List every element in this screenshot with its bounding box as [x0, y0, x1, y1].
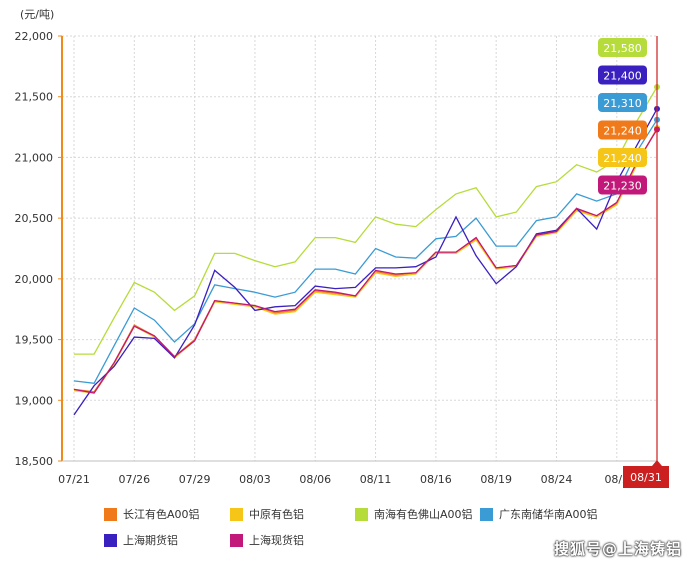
- x-tick-label: 08/11: [360, 473, 392, 486]
- legend-swatch: [104, 533, 117, 547]
- x-tick-label: 08/2: [604, 473, 629, 486]
- legend-label: 上海期货铝: [123, 534, 178, 547]
- legend-item-nanhai[interactable]: 南海有色佛山A00铝: [355, 506, 473, 522]
- y-tick-label: 18,500: [15, 455, 54, 468]
- x-tick-label: 08/19: [480, 473, 512, 486]
- y-tick-label: 20,500: [15, 212, 54, 225]
- x-tick-label: 07/26: [118, 473, 150, 486]
- legend-swatch: [355, 507, 368, 521]
- series-line: [73, 119, 658, 384]
- y-tick-label: 21,500: [15, 91, 54, 104]
- x-tick-label: 08/03: [239, 473, 271, 486]
- end-value-tag-label: 21,580: [603, 42, 642, 55]
- x-tick-label: 08/06: [299, 473, 331, 486]
- legend-swatch: [230, 533, 243, 547]
- end-value-tag: [598, 120, 647, 140]
- y-axis-unit-label: (元/吨): [20, 8, 54, 21]
- end-value-tag-label: 21,240: [603, 152, 642, 165]
- watermark: 搜狐号@上海铸铝: [553, 540, 682, 558]
- x-tick-label: 07/29: [179, 473, 211, 486]
- crosshair-date-label: 08/31: [630, 471, 662, 484]
- end-value-tags: 21,580 21,400 21,310 21,240 21,240 21,230 08/3…: [598, 36, 669, 488]
- end-value-tag: [598, 175, 647, 195]
- y-tick-label: 19,000: [15, 394, 54, 407]
- legend-label: 南海有色佛山A00铝: [374, 508, 473, 521]
- y-tick-label: 22,000: [15, 30, 54, 43]
- x-tick-label: 07/21: [58, 473, 90, 486]
- legend-swatch: [480, 507, 493, 521]
- legend-item-shfe[interactable]: 上海期货铝: [104, 532, 178, 548]
- x-tick-label: 08/24: [541, 473, 573, 486]
- series-line: [73, 129, 658, 394]
- crosshair-date-box: [623, 466, 669, 488]
- end-value-tag-label: 21,240: [603, 125, 642, 138]
- end-value-tag: [598, 93, 647, 112]
- y-tick-label: 20,000: [15, 273, 54, 286]
- end-value-tag-label: 21,400: [603, 70, 642, 83]
- legend-item-zhongyuan[interactable]: 中原有色铝: [230, 506, 304, 522]
- y-tick-label: 19,500: [15, 334, 54, 347]
- legend-label: 广东南储华南A00铝: [499, 508, 598, 521]
- y-tick-label: 21,000: [15, 151, 54, 164]
- legend-label: 中原有色铝: [249, 508, 304, 521]
- axes: (元/吨) 22,000 21,500 21,000 20,500 20,000 19,50…: [15, 8, 657, 486]
- series-line: [74, 86, 658, 355]
- series-group: [73, 84, 660, 416]
- legend-item-changjiang[interactable]: 长江有色A00铝: [104, 506, 200, 522]
- end-value-tag: [598, 65, 647, 85]
- crosshair-pointer: [652, 460, 662, 466]
- legend-swatch: [104, 507, 117, 521]
- legend-label: 长江有色A00铝: [123, 508, 200, 521]
- legend-item-shanghai-spot[interactable]: 上海现货铝: [230, 532, 304, 548]
- legend-label: 上海现货铝: [249, 534, 304, 547]
- grid: [62, 35, 657, 462]
- end-value-tag-label: 21,310: [603, 97, 642, 110]
- x-tick-label: 08/16: [420, 473, 452, 486]
- end-value-tag-label: 21,230: [603, 180, 642, 193]
- series-line: [73, 127, 658, 393]
- series-line: [73, 108, 658, 416]
- legend-swatch: [230, 507, 243, 521]
- legend-item-guangdong[interactable]: 广东南储华南A00铝: [480, 506, 598, 522]
- end-value-tag: [598, 148, 647, 167]
- end-value-tag: [598, 38, 647, 57]
